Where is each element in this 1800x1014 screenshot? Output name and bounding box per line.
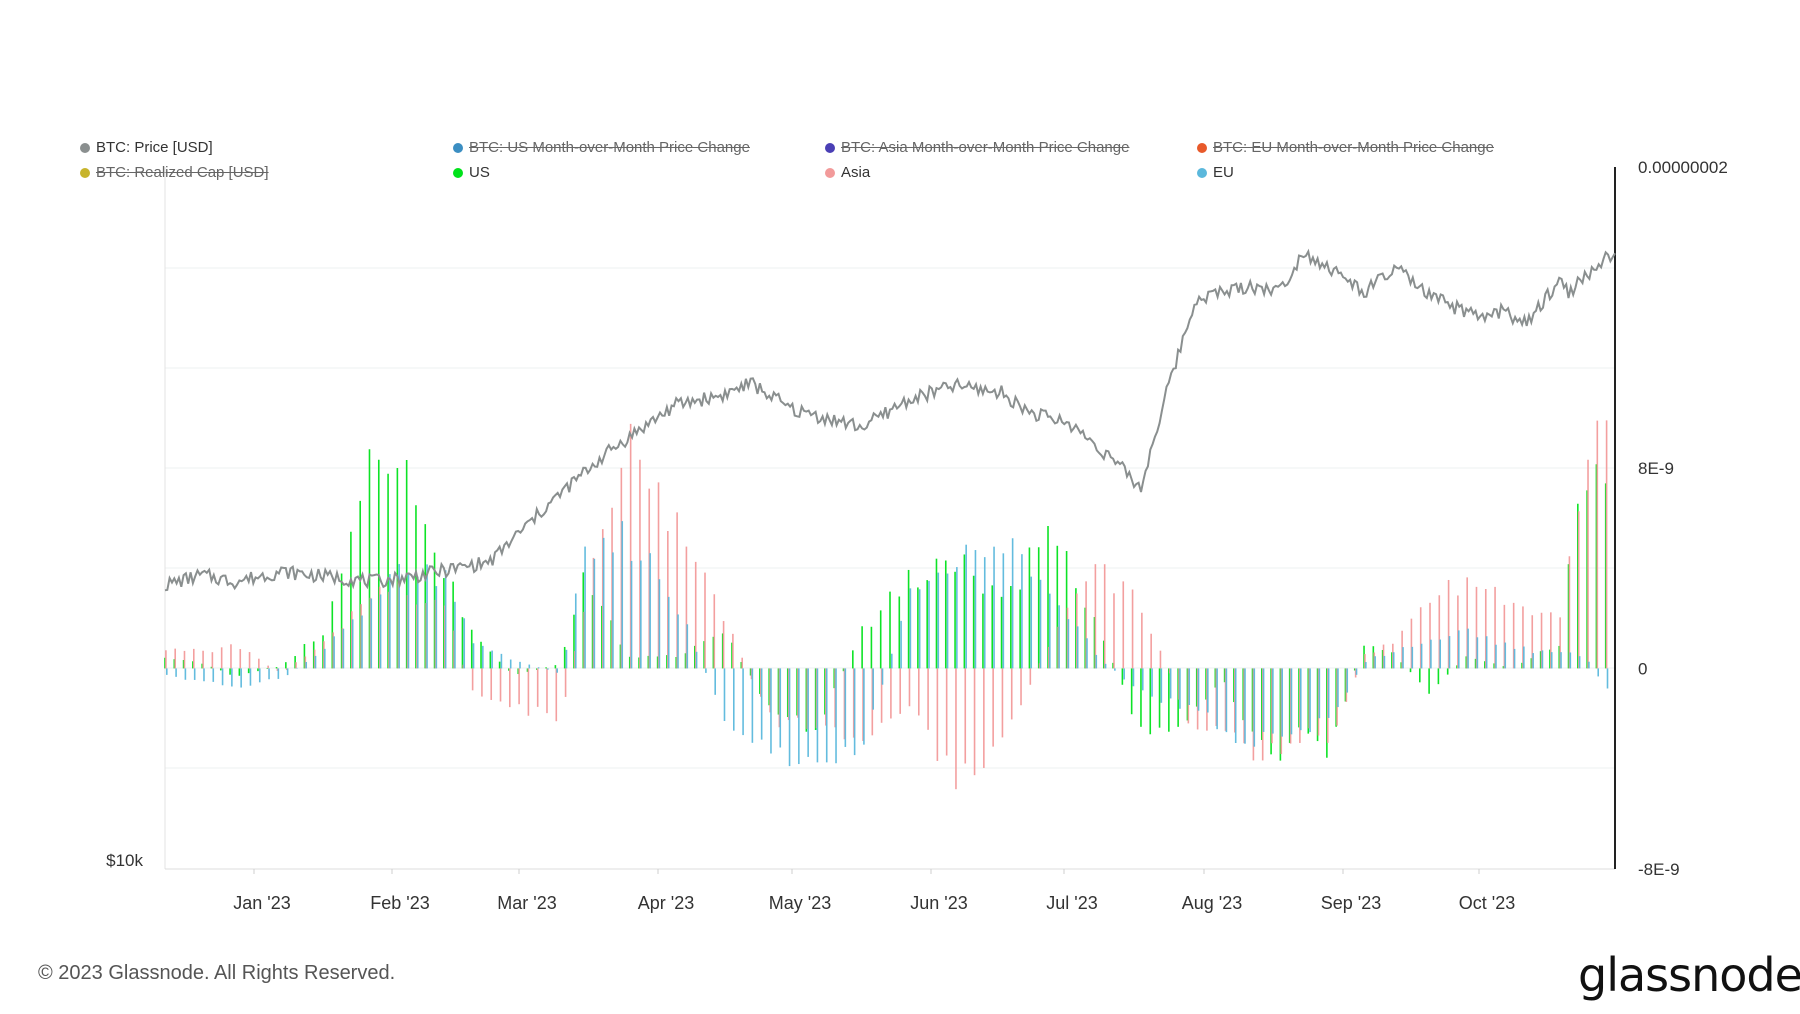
legend-dot-icon — [453, 143, 463, 153]
legend-item-0[interactable]: BTC: Price [USD] — [80, 139, 213, 157]
price-series — [164, 248, 1616, 592]
y-axis: 0.00000002 8E-9 0 -8E-9 $10k — [106, 158, 1728, 879]
legend-dot-icon — [825, 143, 835, 153]
legend-item-4[interactable]: BTC: Realized Cap [USD] — [80, 164, 269, 182]
legend-item-1[interactable]: BTC: US Month-over-Month Price Change — [453, 139, 750, 157]
legend-dot-icon — [1197, 143, 1207, 153]
x-tick-label: Jun '23 — [910, 893, 967, 913]
right-tick-label: 0 — [1638, 659, 1647, 678]
series-asia — [165, 420, 1608, 790]
legend-label: BTC: Asia Month-over-Month Price Change — [841, 139, 1130, 156]
x-tick-label: Oct '23 — [1459, 893, 1515, 913]
x-tick-label: Jul '23 — [1046, 893, 1097, 913]
legend-dot-icon — [825, 168, 835, 178]
copyright-text: © 2023 Glassnode. All Rights Reserved. — [38, 962, 396, 984]
legend-item-2[interactable]: BTC: Asia Month-over-Month Price Change — [825, 139, 1129, 157]
bars — [164, 420, 1609, 790]
left-tick-label: $10k — [106, 851, 143, 870]
legend-item-5[interactable]: US — [453, 164, 490, 182]
legend-label: BTC: EU Month-over-Month Price Change — [1213, 139, 1494, 156]
x-tick-label: Aug '23 — [1182, 893, 1243, 913]
legend-item-3[interactable]: BTC: EU Month-over-Month Price Change — [1197, 139, 1494, 157]
legend-label: BTC: Price [USD] — [96, 139, 213, 156]
x-axis: Jan '23 Feb '23 Mar '23 Apr '23 May '23 Jun '… — [233, 869, 1515, 913]
series-eu — [166, 521, 1609, 767]
legend: BTC: Price [USD] BTC: US Month-over-Month… — [80, 139, 1530, 189]
price-line — [164, 248, 1616, 592]
x-tick-label: Mar '23 — [497, 893, 556, 913]
right-tick-label: -8E-9 — [1638, 860, 1680, 879]
x-tick-label: Apr '23 — [638, 893, 694, 913]
x-tick-label: Feb '23 — [370, 893, 429, 913]
legend-label: BTC: Realized Cap [USD] — [96, 164, 269, 181]
gridlines — [165, 267, 1615, 769]
right-tick-label: 8E-9 — [1638, 459, 1674, 478]
legend-label: Asia — [841, 164, 871, 181]
glassnode-logo: glassnode — [1578, 948, 1800, 1002]
legend-label: EU — [1213, 164, 1234, 181]
plot-frame — [164, 167, 1616, 870]
legend-dot-icon — [1197, 168, 1207, 178]
legend-dot-icon — [80, 168, 90, 178]
legend-item-6[interactable]: Asia — [825, 164, 870, 182]
legend-label: BTC: US Month-over-Month Price Change — [469, 139, 750, 156]
legend-label: US — [469, 164, 490, 181]
legend-item-7[interactable]: EU — [1197, 164, 1234, 182]
legend-dot-icon — [80, 143, 90, 153]
x-tick-label: Sep '23 — [1321, 893, 1382, 913]
x-tick-label: Jan '23 — [233, 893, 290, 913]
x-tick-label: May '23 — [769, 893, 831, 913]
legend-dot-icon — [453, 168, 463, 178]
series-us — [164, 449, 1607, 761]
right-tick-label: 0.00000002 — [1638, 158, 1728, 177]
